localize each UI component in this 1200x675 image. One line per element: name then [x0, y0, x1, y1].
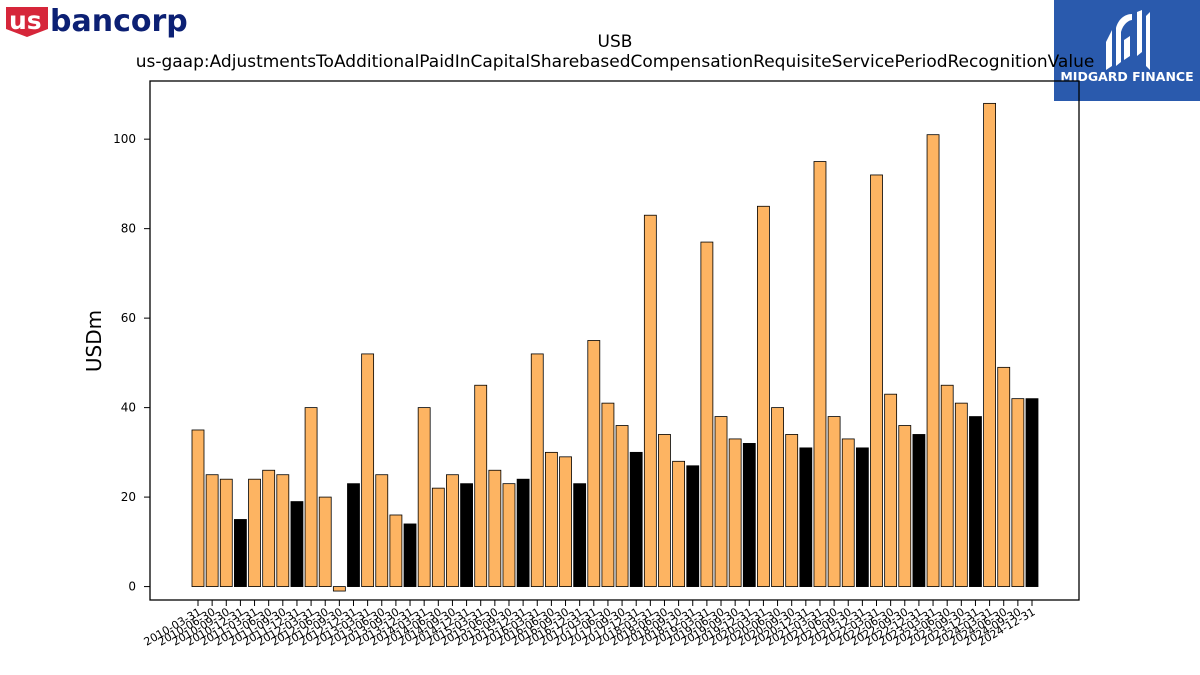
bar-2018-09-30 [672, 460, 686, 587]
bar-2016-03-31 [530, 353, 544, 587]
bar-2023-09-30 [954, 402, 968, 587]
y-tick-label: 60 [121, 311, 136, 325]
bar-2023-03-31 [926, 134, 940, 587]
bar-2017-09-30 [615, 425, 629, 587]
bar-2018-12-31 [686, 465, 700, 587]
bar-2021-09-30 [841, 438, 855, 587]
midgard-finance-logo: MIDGARD FINANCE [1054, 0, 1200, 101]
bar-2014-06-30 [431, 487, 445, 587]
bar-2022-09-30 [898, 425, 912, 587]
bar-2011-09-30 [276, 474, 290, 587]
y-tick-label: 100 [113, 132, 136, 146]
midgard-finance-monogram-icon [1106, 10, 1150, 70]
chart-subtitle: us-gaap:AdjustmentsToAdditionalPaidInCap… [135, 52, 1095, 72]
bar-2024-03-31 [983, 102, 996, 587]
bar-2016-12-31 [573, 483, 587, 587]
bar-2011-06-30 [262, 469, 276, 587]
bar-2022-12-31 [912, 434, 926, 587]
bar-2020-12-31 [799, 447, 813, 587]
bar-2021-06-30 [827, 416, 841, 587]
bar-2024-09-30 [1011, 398, 1025, 587]
bar-2011-03-31 [248, 478, 261, 587]
y-tick-label: 80 [121, 222, 136, 236]
bar-2012-03-31 [304, 407, 318, 587]
bar-2019-12-31 [742, 443, 756, 587]
y-tick-label: 40 [121, 401, 136, 415]
x-axis: 2010-03-312010-06-302010-09-302010-12-31… [142, 600, 1038, 649]
bar-2020-06-30 [771, 407, 784, 587]
bar-2015-03-31 [474, 384, 488, 587]
bar-2013-09-30 [389, 514, 403, 587]
bar-2020-09-30 [785, 434, 799, 587]
bar-2018-06-30 [658, 434, 671, 587]
bar-2013-12-31 [403, 523, 417, 587]
bar-2017-12-31 [629, 451, 643, 587]
bar-2017-06-30 [601, 402, 615, 587]
bar-2016-09-30 [559, 456, 572, 587]
bar-2021-03-31 [813, 161, 827, 587]
bar-2012-06-30 [318, 496, 332, 587]
bar-2012-09-30 [332, 586, 346, 592]
bar-2023-12-31 [969, 416, 982, 587]
bar-2015-12-31 [516, 478, 530, 587]
bar-2017-03-31 [587, 340, 601, 587]
bar-2012-12-31 [347, 483, 360, 587]
bar-2010-12-31 [234, 519, 247, 587]
bar-2010-06-30 [205, 474, 219, 587]
bar-series [191, 102, 1039, 592]
chart-title: USB [597, 32, 633, 52]
bar-2013-03-31 [361, 353, 375, 587]
midgard-finance-logo-text: MIDGARD FINANCE [1060, 69, 1193, 84]
bar-2020-03-31 [757, 205, 770, 587]
y-axis: 0 20 40 60 80 100 [113, 132, 150, 594]
usbancorp-logo-wordmark: bancorp [50, 4, 188, 39]
bar-2019-06-30 [714, 416, 728, 587]
y-axis-label: USDm [82, 310, 106, 372]
usbancorp-logo-shield [6, 7, 48, 37]
bar-2014-09-30 [446, 474, 459, 587]
bar-2013-06-30 [375, 474, 389, 587]
usbancorp-logo: us bancorp [6, 4, 188, 39]
bar-2019-09-30 [728, 438, 742, 587]
bar-2011-12-31 [290, 501, 304, 587]
bar-2022-06-30 [884, 393, 898, 587]
bar-2015-06-30 [488, 469, 502, 587]
bar-2010-03-31 [191, 429, 205, 587]
bar-2010-09-30 [219, 478, 233, 587]
plot-frame [149, 80, 1080, 601]
bar-2024-12-31 [1025, 398, 1039, 587]
bar-2018-03-31 [643, 214, 657, 587]
bar-2023-06-30 [940, 384, 954, 587]
bar-2015-09-30 [502, 483, 516, 587]
bar-2014-12-31 [460, 483, 473, 587]
bar-2019-03-31 [700, 241, 714, 587]
bar-2021-12-31 [855, 447, 869, 587]
y-tick-label: 0 [128, 580, 136, 594]
bar-2014-03-31 [417, 407, 431, 587]
y-tick-label: 20 [121, 490, 136, 504]
bar-2022-03-31 [870, 174, 883, 587]
bar-2016-06-30 [544, 451, 558, 587]
usbancorp-logo-us: us [9, 6, 42, 35]
bar-2024-06-30 [997, 366, 1011, 587]
